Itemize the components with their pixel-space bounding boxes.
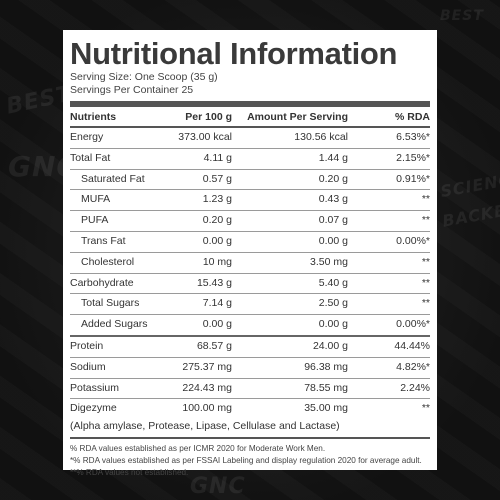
- per-serving-value: 96.38 mg: [232, 356, 348, 379]
- footnotes: % RDA values established as per ICMR 202…: [70, 437, 430, 479]
- table-row: Cholesterol 10 mg 3.50 mg **: [70, 251, 430, 274]
- per100-value: 0.57 g: [162, 168, 232, 190]
- table-row: (Alpha amylase, Protease, Lipase, Cellul…: [70, 419, 430, 433]
- table-header-row: Nutrients Per 100 g Amount Per Serving %…: [70, 107, 430, 127]
- per100-value: 0.00 g: [162, 314, 232, 336]
- table-row: MUFA 1.23 g 0.43 g **: [70, 189, 430, 211]
- nutrient-name: Total Sugars: [70, 293, 162, 315]
- rda-value: **: [348, 189, 430, 211]
- nutrient-name: Trans Fat: [70, 230, 162, 253]
- table-row: Digezyme 100.00 mg 35.00 mg **: [70, 398, 430, 420]
- nutrient-name: Cholesterol: [70, 251, 162, 274]
- nutrient-name: Saturated Fat: [70, 168, 162, 190]
- table-row: Total Fat 4.11 g 1.44 g 2.15%*: [70, 147, 430, 170]
- per100-value: 1.23 g: [162, 189, 232, 211]
- per100-value: 0.00 g: [162, 230, 232, 253]
- serving-size: Serving Size: One Scoop (35 g): [70, 71, 218, 83]
- nutrient-name: MUFA: [70, 189, 162, 211]
- background-word: BEST: [440, 8, 484, 24]
- servings-per-container: Servings Per Container 25: [70, 84, 194, 96]
- footnote: **% RDA values not established.: [70, 468, 189, 478]
- nutrient-name: Potassium: [70, 377, 162, 399]
- per-serving-value: 1.44 g: [232, 147, 348, 170]
- per-serving-value: 0.07 g: [232, 210, 348, 232]
- rda-value: **: [348, 251, 430, 274]
- nutrient-name: Carbohydrate: [70, 272, 162, 294]
- table-row: Added Sugars 0.00 g 0.00 g 0.00%*: [70, 314, 430, 336]
- per100-value: 224.43 mg: [162, 377, 232, 399]
- per-serving-value: 2.50 g: [232, 293, 348, 315]
- per100-value: 68.57 g: [162, 334, 232, 358]
- nutrient-name: Protein: [70, 334, 162, 358]
- digezyme-composition: (Alpha amylase, Protease, Lipase, Cellul…: [70, 420, 340, 433]
- per100-value: 275.37 mg: [162, 356, 232, 379]
- rda-value: 6.53%*: [348, 126, 430, 149]
- rda-value: **: [348, 272, 430, 294]
- rda-value: 0.00%*: [348, 230, 430, 253]
- rda-value: **: [348, 398, 430, 420]
- footnote: *% RDA values established as per FSSAI L…: [70, 456, 422, 466]
- per100-value: 0.20 g: [162, 210, 232, 232]
- per100-value: 100.00 mg: [162, 398, 232, 420]
- per-serving-value: 0.00 g: [232, 230, 348, 253]
- nutrient-name: Digezyme: [70, 398, 162, 420]
- per100-value: 4.11 g: [162, 147, 232, 170]
- rda-value: **: [348, 293, 430, 315]
- rda-value: 0.00%*: [348, 314, 430, 336]
- per100-value: 10 mg: [162, 251, 232, 274]
- rda-value: 4.82%*: [348, 356, 430, 379]
- per-serving-value: 24.00 g: [232, 334, 348, 358]
- nutrition-table: Nutrients Per 100 g Amount Per Serving %…: [70, 107, 430, 433]
- per100-value: 7.14 g: [162, 293, 232, 315]
- table-row: Sodium 275.37 mg 96.38 mg 4.82%*: [70, 356, 430, 379]
- table-body: Energy 373.00 kcal 130.56 kcal 6.53%* Total …: [70, 126, 430, 433]
- table-row: Saturated Fat 0.57 g 0.20 g 0.91%*: [70, 168, 430, 190]
- footnote: % RDA values established as per ICMR 202…: [70, 444, 326, 454]
- rda-value: 44.44%: [348, 334, 430, 358]
- rda-value: 0.91%*: [348, 168, 430, 190]
- per-serving-value: 3.50 mg: [232, 251, 348, 274]
- table-row: Total Sugars 7.14 g 2.50 g **: [70, 293, 430, 315]
- rda-value: 2.15%*: [348, 147, 430, 170]
- table-row: Carbohydrate 15.43 g 5.40 g **: [70, 272, 430, 294]
- per100-value: 373.00 kcal: [162, 126, 232, 149]
- table-row: Trans Fat 0.00 g 0.00 g 0.00%*: [70, 230, 430, 253]
- per-serving-value: 130.56 kcal: [232, 126, 348, 149]
- per-serving-value: 35.00 mg: [232, 398, 348, 420]
- rda-value: 2.24%: [348, 377, 430, 399]
- nutrient-name: Added Sugars: [70, 314, 162, 336]
- per-serving-value: 78.55 mg: [232, 377, 348, 399]
- nutrient-name: Total Fat: [70, 147, 162, 170]
- panel-title: Nutritional Information: [70, 36, 398, 71]
- nutrition-panel: Nutritional Information Serving Size: On…: [63, 30, 437, 477]
- header-per-serving: Amount Per Serving: [247, 111, 348, 123]
- nutrient-name: Energy: [70, 126, 162, 149]
- background-word: GNC: [190, 474, 246, 499]
- per-serving-value: 5.40 g: [232, 272, 348, 294]
- per-serving-value: 0.43 g: [232, 189, 348, 211]
- per-serving-value: 0.00 g: [232, 314, 348, 336]
- nutrient-name: PUFA: [70, 210, 162, 232]
- per100-value: 15.43 g: [162, 272, 232, 294]
- nutrient-name: Sodium: [70, 356, 162, 379]
- divider-bar: [70, 101, 430, 107]
- per-serving-value: 0.20 g: [232, 168, 348, 190]
- header-per100: Per 100 g: [185, 111, 232, 123]
- table-row: Protein 68.57 g 24.00 g 44.44%: [70, 334, 430, 358]
- header-rda: % RDA: [394, 111, 430, 123]
- table-row: Potassium 224.43 mg 78.55 mg 2.24%: [70, 377, 430, 399]
- rda-value: **: [348, 210, 430, 232]
- table-row: PUFA 0.20 g 0.07 g **: [70, 210, 430, 232]
- header-nutrients: Nutrients: [70, 111, 117, 123]
- table-row: Energy 373.00 kcal 130.56 kcal 6.53%*: [70, 126, 430, 149]
